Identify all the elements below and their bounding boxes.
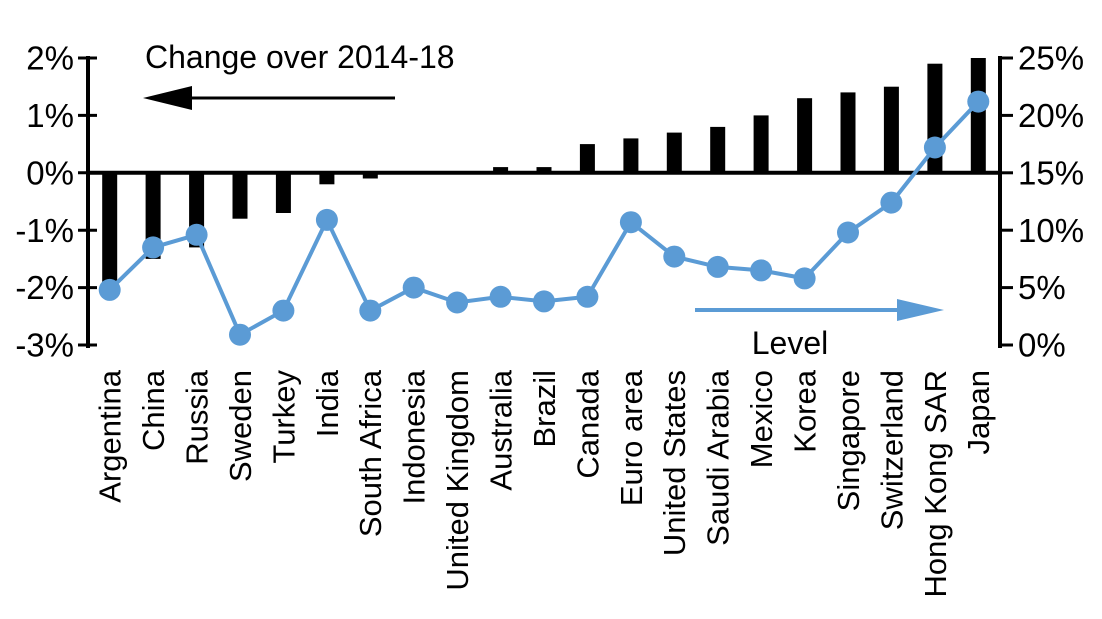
y-axis-right-tick-label: 5%	[1018, 269, 1066, 306]
line-series-annotation: Level	[752, 327, 829, 359]
y-axis-right-tick-label: 10%	[1018, 212, 1084, 249]
bar-japan	[970, 58, 986, 173]
level-dot-canada	[576, 285, 599, 308]
arrow-right-head-icon	[897, 299, 944, 321]
level-dot-turkey	[272, 299, 295, 322]
category-label-japan: Japan	[961, 370, 996, 454]
bar-sweden	[232, 172, 248, 219]
bar-turkey	[275, 172, 291, 213]
category-label-indonesia: Indonesia	[397, 369, 432, 504]
level-dot-china	[142, 236, 165, 259]
y-axis-left-tick-label: -3%	[15, 327, 74, 364]
y-axis-left-tick-label: -2%	[15, 269, 74, 306]
y-axis-right-tick-label: 0%	[1018, 327, 1066, 364]
category-label-united-kingdom: United Kingdom	[440, 370, 475, 591]
bar-switzerland	[883, 86, 899, 173]
category-label-russia: Russia	[179, 369, 214, 465]
bar-mexico	[753, 115, 769, 173]
level-dot-australia	[489, 285, 512, 308]
y-axis-left-tick-label: -1%	[15, 212, 74, 249]
level-dot-saudi-arabia	[706, 255, 729, 278]
y-axis-left-tick-label: 1%	[26, 97, 74, 134]
level-dot-singapore	[837, 221, 859, 244]
level-dot-russia	[185, 223, 208, 246]
level-dot-japan	[967, 90, 990, 113]
y-axis-right-tick-label: 25%	[1018, 40, 1084, 77]
level-dot-south-africa	[359, 299, 382, 322]
category-label-hong-kong-sar: Hong Kong SAR	[918, 370, 953, 597]
level-dot-brazil	[533, 290, 555, 313]
category-label-china: China	[136, 369, 171, 451]
bar-singapore	[840, 92, 856, 173]
bar-brazil	[536, 167, 552, 173]
bar-argentina	[102, 172, 118, 282]
level-dot-hong-kong-sar	[923, 136, 946, 159]
category-label-canada: Canada	[570, 369, 605, 478]
bar-south-africa	[362, 172, 378, 179]
level-dot-switzerland	[880, 191, 903, 214]
arrow-left-head-icon	[143, 86, 192, 110]
category-label-saudi-arabia: Saudi Arabia	[701, 369, 736, 546]
line-series-annotation-text: Level	[751, 325, 829, 361]
level-dot-euro-area	[619, 211, 642, 234]
y-axis-right-tick-label: 15%	[1018, 154, 1084, 191]
category-label-singapore: Singapore	[831, 370, 866, 511]
level-dot-argentina	[98, 278, 121, 301]
level-dot-united-states	[663, 245, 686, 268]
level-dot-indonesia	[402, 276, 425, 299]
category-label-australia: Australia	[483, 369, 518, 490]
category-label-south-africa: South Africa	[353, 369, 388, 537]
bar-canada	[579, 144, 595, 173]
category-label-switzerland: Switzerland	[874, 370, 909, 530]
level-dot-united-kingdom	[446, 291, 469, 314]
bar-euro-area	[623, 138, 639, 173]
category-label-argentina: Argentina	[93, 369, 128, 502]
bar-united-states	[666, 132, 682, 173]
level-dot-mexico	[750, 259, 773, 282]
y-axis-right-tick-label: 20%	[1018, 97, 1084, 134]
bar-saudi-arabia	[710, 126, 726, 173]
category-label-turkey: Turkey	[266, 370, 301, 464]
category-label-sweden: Sweden	[223, 370, 258, 482]
category-label-india: India	[310, 369, 345, 437]
level-dot-korea	[793, 267, 816, 290]
bar-korea	[797, 98, 813, 173]
bar-india	[319, 172, 335, 185]
level-dot-india	[315, 208, 338, 231]
y-axis-left-tick-label: 0%	[26, 154, 74, 191]
category-label-korea: Korea	[787, 369, 822, 452]
bar-series-annotation: Change over 2014-18	[145, 41, 455, 73]
y-axis-left-tick-label: 2%	[26, 40, 74, 77]
category-label-mexico: Mexico	[744, 370, 779, 468]
level-dot-sweden	[229, 323, 251, 346]
category-label-united-states: United States	[657, 370, 692, 556]
category-label-brazil: Brazil	[527, 370, 562, 448]
category-label-euro-area: Euro area	[614, 369, 649, 506]
bar-australia	[493, 167, 509, 173]
bar-series-annotation-text: Change over 2014-18	[145, 39, 455, 75]
